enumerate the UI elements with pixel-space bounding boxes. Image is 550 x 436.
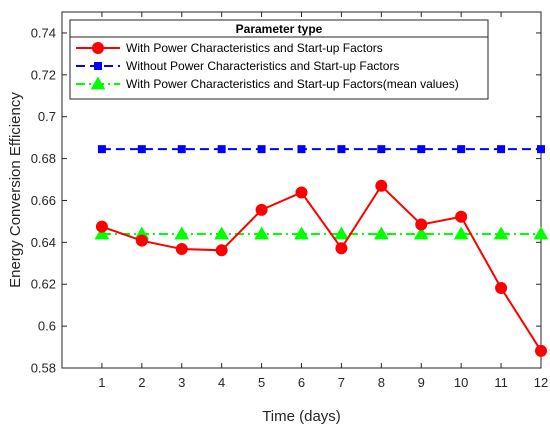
data-point-circle xyxy=(215,244,228,257)
data-point-triangle xyxy=(493,226,509,240)
data-point-triangle xyxy=(294,226,309,240)
y-tick-label: 0.66 xyxy=(31,193,56,208)
legend-title: Parameter type xyxy=(236,22,323,36)
y-tick-label: 0.6 xyxy=(38,319,56,334)
legend-swatch-marker xyxy=(94,62,102,70)
y-tick-label: 0.62 xyxy=(31,277,56,292)
x-tick-label: 5 xyxy=(258,375,265,390)
data-point-circle xyxy=(335,242,348,255)
data-point-triangle xyxy=(334,226,349,240)
data-point-triangle xyxy=(453,226,469,240)
data-point-square xyxy=(497,145,506,154)
data-point-triangle xyxy=(413,226,429,240)
x-tick-label: 9 xyxy=(418,375,425,390)
legend-box xyxy=(69,19,489,100)
data-point-square xyxy=(417,145,426,154)
x-tick-label: 12 xyxy=(534,375,548,390)
y-tick-label: 0.7 xyxy=(38,109,56,124)
data-point-circle xyxy=(95,220,108,233)
data-point-square xyxy=(457,145,466,154)
x-axis-label: Time (days) xyxy=(262,408,341,425)
y-axis: 0.58 0.6 0.62 0.64 0.66 0.68 0.7 0.72 0.74 xyxy=(31,25,541,376)
x-tick-label: 6 xyxy=(298,375,305,390)
series-2 xyxy=(97,145,545,154)
data-point-circle xyxy=(255,203,268,216)
data-point-triangle xyxy=(373,226,389,240)
series-line xyxy=(101,184,542,352)
data-point-circle xyxy=(295,186,308,199)
legend-entries: With Power Characteristics and Start-up … xyxy=(76,41,459,91)
legend-entry-1: With Power Characteristics and Start-up … xyxy=(76,41,383,55)
data-point-square xyxy=(177,145,186,154)
data-point-triangle xyxy=(94,226,110,240)
legend-label: With Power Characteristics and Start-up … xyxy=(126,77,459,91)
series-layer xyxy=(94,145,549,357)
y-tick-label: 0.58 xyxy=(31,361,56,376)
data-point-square xyxy=(297,145,306,154)
x-tick-label: 11 xyxy=(494,375,508,390)
data-point-square xyxy=(217,145,226,154)
y-axis-label: Energy Conversion Efficiency xyxy=(7,92,24,288)
legend-entry-2: Without Power Characteristics and Start-… xyxy=(76,59,399,73)
data-point-square xyxy=(137,145,146,154)
x-tick-label: 1 xyxy=(98,375,105,390)
data-point-triangle xyxy=(174,226,190,240)
legend-label: With Power Characteristics and Start-up … xyxy=(126,41,383,55)
data-point-square xyxy=(537,145,545,154)
x-tick-label: 10 xyxy=(454,375,468,390)
x-tick-label: 4 xyxy=(218,375,225,390)
y-tick-label: 0.68 xyxy=(31,151,56,166)
x-tick-label: 7 xyxy=(338,375,345,390)
data-point-square xyxy=(337,145,346,154)
y-tick-label: 0.72 xyxy=(31,67,56,82)
data-point-circle xyxy=(495,282,508,295)
data-point-square xyxy=(377,145,386,154)
legend-swatch-marker xyxy=(90,76,106,90)
legend: Parameter type With Power Characteristic… xyxy=(69,19,489,100)
data-point-triangle xyxy=(533,226,549,240)
data-point-circle xyxy=(135,234,148,247)
legend-entry-3: With Power Characteristics and Start-up … xyxy=(76,76,459,91)
data-point-square xyxy=(97,145,106,154)
data-point-circle xyxy=(535,344,547,357)
y-tick-label: 0.64 xyxy=(31,235,56,250)
series-3 xyxy=(94,226,549,240)
x-axis: 1 2 3 4 5 6 7 8 9 10 11 12 xyxy=(98,12,548,390)
data-point-circle xyxy=(415,218,428,231)
x-tick-label: 3 xyxy=(178,375,185,390)
data-point-square xyxy=(257,145,266,154)
data-point-circle xyxy=(455,210,468,223)
y-tick-label: 0.74 xyxy=(31,25,56,40)
series-1 xyxy=(95,179,547,357)
legend-label: Without Power Characteristics and Start-… xyxy=(126,59,399,73)
data-point-circle xyxy=(175,243,188,256)
data-point-triangle xyxy=(214,226,230,240)
legend-swatch-marker xyxy=(92,42,104,54)
data-point-circle xyxy=(375,179,388,192)
x-tick-label: 8 xyxy=(378,375,385,390)
x-tick-label: 2 xyxy=(138,375,145,390)
data-point-triangle xyxy=(254,226,269,240)
